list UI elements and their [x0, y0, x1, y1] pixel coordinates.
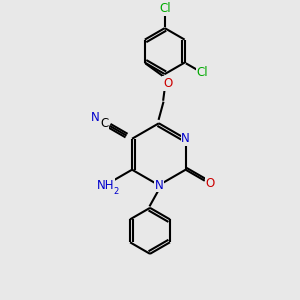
Text: C: C — [100, 116, 109, 130]
Text: O: O — [206, 178, 215, 190]
Text: N: N — [154, 179, 163, 192]
Text: Cl: Cl — [159, 2, 170, 16]
Text: Cl: Cl — [196, 66, 208, 79]
Text: 2: 2 — [114, 187, 119, 196]
Text: N: N — [91, 111, 100, 124]
Text: O: O — [163, 77, 172, 90]
Text: N: N — [181, 132, 190, 145]
Text: NH: NH — [97, 179, 114, 192]
